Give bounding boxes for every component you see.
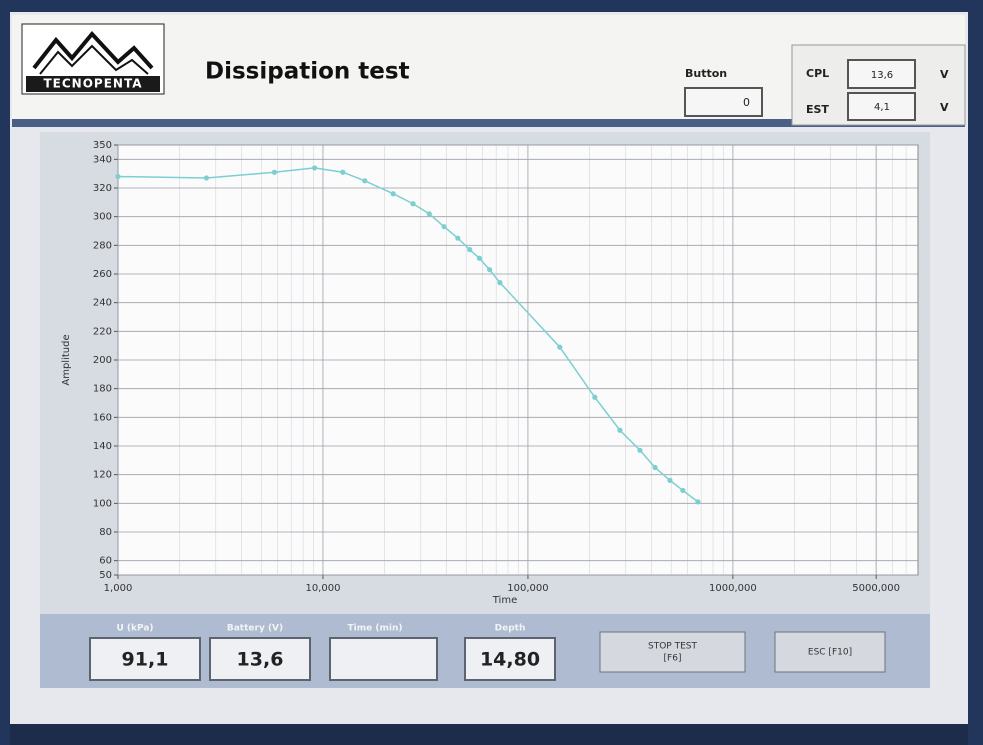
data-point [362,178,367,183]
cpl-unit: V [940,68,949,81]
data-point [617,428,622,433]
y-tick-label: 50 [99,570,112,581]
data-point [592,395,597,400]
data-point [115,174,120,179]
readout-field [330,638,437,680]
y-tick-label: 120 [93,470,112,481]
data-point [487,267,492,272]
y-tick-label: 80 [99,527,112,538]
y-tick-label: 180 [93,384,112,395]
x-tick-label: 1000,000 [709,583,757,594]
data-point [680,488,685,493]
data-point [312,165,317,170]
cpl-value: 13,6 [871,70,893,81]
x-tick-label: 1,000 [104,583,133,594]
data-point [557,345,562,350]
cpl-label: CPL [806,67,829,80]
est-label: EST [806,103,829,116]
page: {"header": {"logo": "TECNOPENTA", "title… [0,0,983,745]
readout-label: Battery (V) [227,624,283,634]
button-label: Button [685,67,727,80]
data-point [340,170,345,175]
y-tick-label: 100 [93,498,112,509]
y-tick-label: 260 [93,269,112,280]
y-tick-label: 340 [93,154,112,165]
data-point [695,499,700,504]
y-tick-label: 60 [99,556,112,567]
data-point [427,211,432,216]
button-label[interactable]: STOP TEST [648,642,697,652]
y-tick-label: 160 [93,412,112,423]
x-axis-label: Time [492,595,517,606]
screen: TECNOPENTA Dissipation test Button 0 CPL… [0,0,983,745]
y-tick-label: 240 [93,298,112,309]
button-label[interactable]: ESC [F10] [808,648,852,658]
y-tick-label: 140 [93,441,112,452]
y-tick-label: 280 [93,240,112,251]
readout-label: U (kPa) [116,624,153,634]
x-tick-label: 5000,000 [852,583,900,594]
data-point [442,224,447,229]
logo: TECNOPENTA [22,24,164,94]
y-tick-label: 300 [93,212,112,223]
readout-value: 91,1 [122,649,169,671]
x-tick-label: 100,000 [507,583,548,594]
button-field [685,88,762,116]
action-button[interactable] [600,632,745,672]
x-tick-label: 10,000 [305,583,340,594]
readout-label: Depth [495,624,526,634]
button-label[interactable]: [F6] [664,654,682,664]
data-point [637,448,642,453]
y-axis-label: Amplitude [61,334,72,385]
readout-value: 13,6 [237,649,284,671]
data-point [410,201,415,206]
data-point [204,175,209,180]
data-point [467,247,472,252]
data-point [652,465,657,470]
est-unit: V [940,101,949,114]
data-point [497,280,502,285]
y-tick-label: 200 [93,355,112,366]
readout-label: Time (min) [348,624,403,634]
est-value: 4,1 [874,102,890,113]
data-point [455,236,460,241]
readout-value: 14,80 [480,649,540,671]
y-tick-label: 220 [93,326,112,337]
title: Dissipation test [205,59,410,85]
y-tick-label: 350 [93,140,112,151]
button-value: 0 [743,96,750,109]
data-point [667,478,672,483]
data-point [477,256,482,261]
data-point [272,170,277,175]
data-point [391,191,396,196]
taskbar [10,724,968,745]
y-tick-label: 320 [93,183,112,194]
logo-text: TECNOPENTA [43,77,142,91]
